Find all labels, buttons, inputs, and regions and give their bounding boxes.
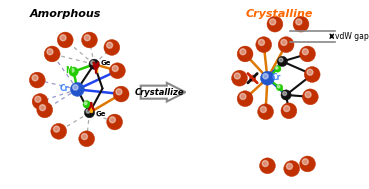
Circle shape [234,73,240,79]
Circle shape [261,71,275,85]
Circle shape [300,46,315,62]
Circle shape [107,114,123,130]
Circle shape [91,61,94,65]
Text: vdW gap: vdW gap [335,32,368,41]
Text: Amorphous: Amorphous [30,9,101,19]
Circle shape [261,107,266,112]
Circle shape [51,123,67,139]
Circle shape [302,49,308,55]
Circle shape [237,46,253,62]
Circle shape [275,66,281,72]
Circle shape [300,156,315,172]
Circle shape [109,117,115,123]
Circle shape [112,66,118,71]
Circle shape [304,67,320,82]
Circle shape [302,159,308,165]
Circle shape [278,37,294,53]
Circle shape [32,75,38,81]
Circle shape [84,35,90,41]
Circle shape [85,108,94,118]
Circle shape [277,56,287,67]
Circle shape [57,32,73,48]
Circle shape [263,74,268,79]
Circle shape [251,76,253,78]
Circle shape [60,35,66,41]
Circle shape [281,40,287,45]
Circle shape [276,84,283,91]
Circle shape [116,89,122,95]
Circle shape [307,69,313,75]
Circle shape [30,72,45,88]
Text: Crystallize: Crystallize [135,88,184,97]
Circle shape [277,85,280,88]
Circle shape [73,85,78,90]
Circle shape [107,42,113,48]
Text: Cr: Cr [59,84,69,93]
Circle shape [39,105,45,111]
Circle shape [256,37,272,53]
Circle shape [240,94,246,99]
Circle shape [47,49,53,55]
Circle shape [113,86,129,102]
Circle shape [83,101,90,108]
Circle shape [276,67,278,69]
Circle shape [249,75,256,81]
Text: Cr: Cr [272,73,282,82]
Circle shape [35,96,41,102]
Circle shape [286,163,293,169]
Circle shape [284,161,300,177]
Circle shape [267,16,283,32]
Circle shape [232,70,248,86]
Text: Ge: Ge [96,111,107,117]
Circle shape [86,109,90,113]
Circle shape [284,106,290,112]
Circle shape [293,16,309,32]
Circle shape [70,69,74,72]
Circle shape [305,92,311,98]
Circle shape [259,158,275,174]
Circle shape [303,89,318,105]
Circle shape [110,63,125,79]
Circle shape [262,161,268,167]
Circle shape [283,92,287,95]
Circle shape [240,49,246,55]
Circle shape [89,59,99,69]
Circle shape [79,131,94,147]
Circle shape [258,104,273,120]
Circle shape [296,19,302,25]
Circle shape [54,126,59,132]
Circle shape [32,94,48,109]
Text: N: N [65,66,72,75]
Circle shape [82,134,87,139]
Text: Ge: Ge [101,60,111,66]
Circle shape [281,90,291,100]
Circle shape [279,58,283,62]
Circle shape [237,91,253,107]
Circle shape [70,82,85,96]
FancyArrow shape [141,83,186,101]
Circle shape [44,46,60,62]
Circle shape [84,102,87,105]
Circle shape [259,40,265,45]
Circle shape [69,67,78,76]
Circle shape [281,103,297,119]
Circle shape [104,40,120,55]
Circle shape [82,32,97,48]
Circle shape [270,19,276,25]
Circle shape [37,102,53,118]
Text: Crystalline: Crystalline [246,9,313,19]
